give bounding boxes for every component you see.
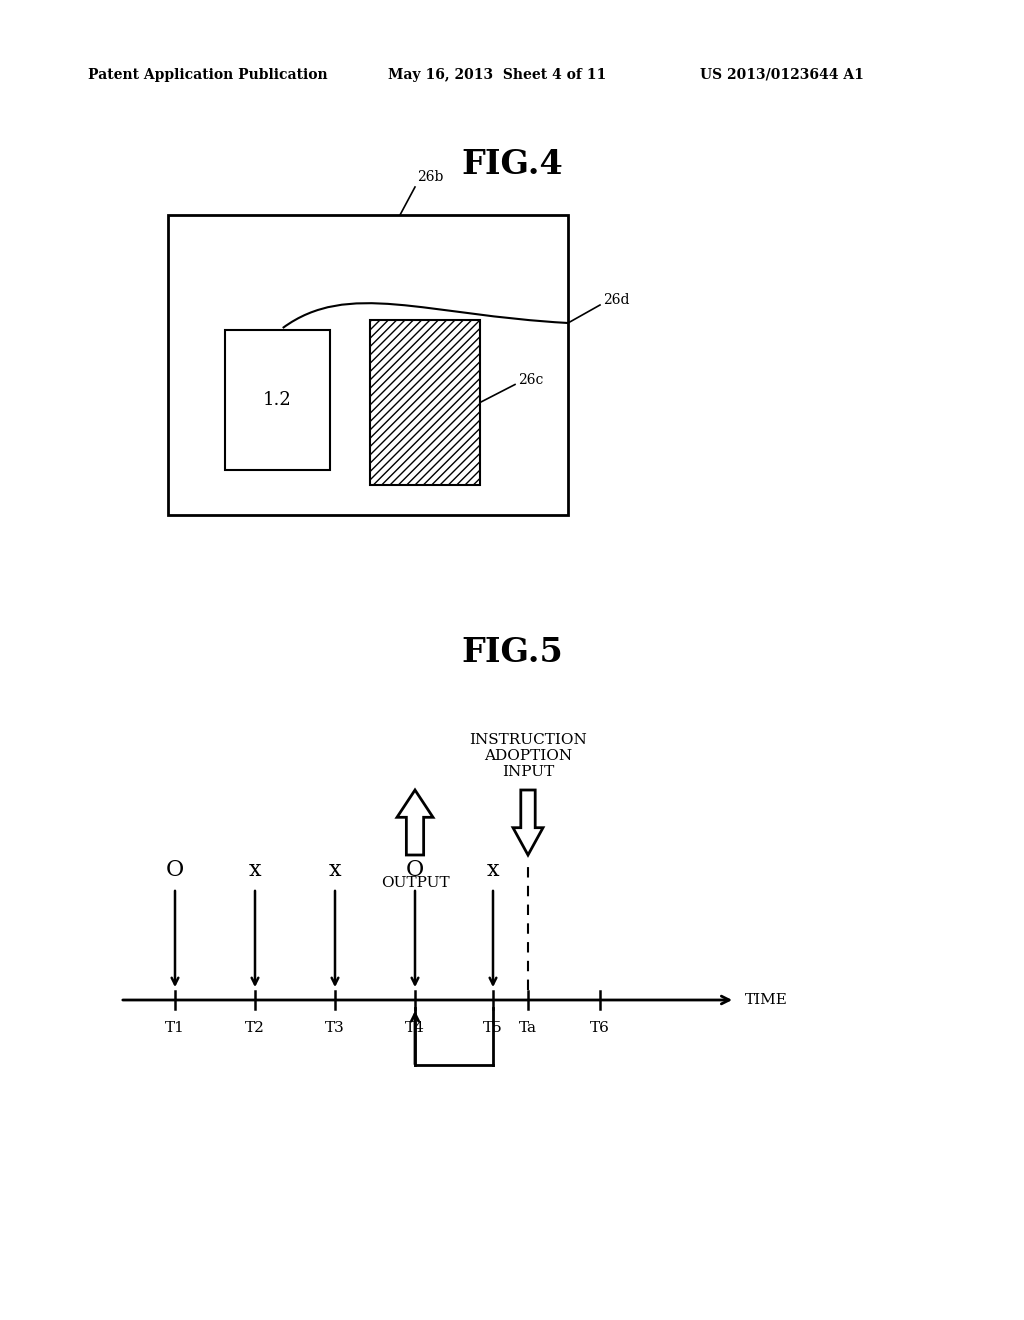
Text: OUTPUT: OUTPUT <box>381 876 450 890</box>
Text: INPUT: INPUT <box>502 766 554 779</box>
Text: US 2013/0123644 A1: US 2013/0123644 A1 <box>700 69 864 82</box>
Text: 1.2: 1.2 <box>263 391 292 409</box>
Text: T4: T4 <box>406 1020 425 1035</box>
Polygon shape <box>513 789 543 855</box>
Text: T5: T5 <box>483 1020 503 1035</box>
FancyBboxPatch shape <box>225 330 330 470</box>
Text: May 16, 2013  Sheet 4 of 11: May 16, 2013 Sheet 4 of 11 <box>388 69 606 82</box>
Text: Patent Application Publication: Patent Application Publication <box>88 69 328 82</box>
Text: 26d: 26d <box>603 293 630 308</box>
Text: 26b: 26b <box>417 170 443 183</box>
Text: T6: T6 <box>590 1020 610 1035</box>
Text: O: O <box>166 859 184 880</box>
Text: FIG.5: FIG.5 <box>461 635 563 668</box>
Text: T3: T3 <box>326 1020 345 1035</box>
Text: O: O <box>406 859 424 880</box>
Text: x: x <box>249 859 261 880</box>
Polygon shape <box>397 789 433 855</box>
Text: FIG.4: FIG.4 <box>461 149 563 181</box>
Text: INSTRUCTION: INSTRUCTION <box>469 733 587 747</box>
Text: 26c: 26c <box>518 374 544 388</box>
Text: T1: T1 <box>165 1020 185 1035</box>
Polygon shape <box>370 319 480 484</box>
Text: x: x <box>329 859 341 880</box>
Text: x: x <box>486 859 500 880</box>
Text: ADOPTION: ADOPTION <box>484 748 572 763</box>
Text: Ta: Ta <box>519 1020 537 1035</box>
Text: TIME: TIME <box>745 993 787 1007</box>
Text: T2: T2 <box>245 1020 265 1035</box>
